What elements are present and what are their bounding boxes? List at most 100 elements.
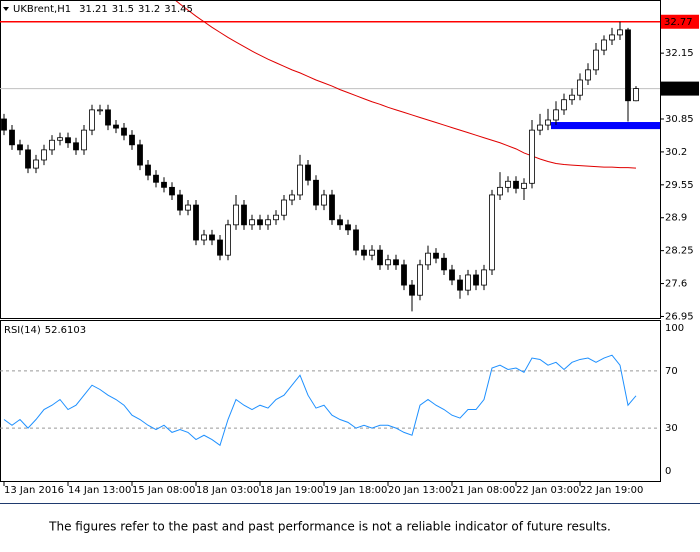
main-panel-frame bbox=[0, 0, 661, 319]
candle-body bbox=[201, 234, 207, 241]
candle-body bbox=[577, 79, 583, 96]
candle-body bbox=[593, 49, 599, 71]
candle-body bbox=[473, 274, 479, 286]
candle-body bbox=[185, 204, 191, 211]
candle-body bbox=[369, 249, 375, 256]
candle-body bbox=[193, 204, 199, 241]
candle-body bbox=[417, 264, 423, 296]
support-zone bbox=[551, 122, 660, 130]
x-tick-label: 22 Jan 19:00 bbox=[580, 485, 643, 496]
candle-body bbox=[1, 118, 7, 131]
candle-body bbox=[281, 199, 287, 216]
candle-body bbox=[97, 109, 103, 112]
candle-body bbox=[329, 194, 335, 221]
candle-body bbox=[545, 119, 551, 126]
y-tick-label: 29.55 bbox=[665, 180, 694, 191]
candle-body bbox=[513, 180, 519, 189]
candle-body bbox=[377, 249, 383, 266]
x-tick-label: 22 Jan 03:00 bbox=[516, 485, 579, 496]
y-tick-label: 100 bbox=[665, 323, 684, 334]
candle-body bbox=[441, 257, 447, 271]
candle-body bbox=[345, 224, 351, 231]
candle-body bbox=[49, 139, 55, 151]
resistance-price-label: 32.77 bbox=[664, 17, 693, 28]
x-tick-label: 19 Jan 18:00 bbox=[324, 485, 387, 496]
candle-body bbox=[89, 109, 95, 131]
candle-body bbox=[409, 284, 415, 296]
y-tick-label: 27.6 bbox=[665, 279, 687, 290]
candle-body bbox=[601, 39, 607, 51]
y-tick-label: 70 bbox=[665, 366, 678, 377]
candle-body bbox=[337, 219, 343, 226]
candle-body bbox=[465, 274, 471, 291]
header-value: 31.45 bbox=[164, 4, 193, 15]
candle-body bbox=[497, 186, 503, 196]
candle-body bbox=[481, 269, 487, 286]
candle-body bbox=[161, 181, 167, 188]
candle-body bbox=[361, 249, 367, 256]
candle-body bbox=[105, 109, 111, 126]
rsi-header-part: RSI(14) bbox=[4, 325, 41, 336]
candle-body bbox=[113, 124, 119, 129]
x-tick-label: 18 Jan 19:00 bbox=[260, 485, 323, 496]
candle-body bbox=[41, 149, 47, 161]
disclaimer: The figures refer to the past and past p… bbox=[48, 520, 611, 534]
y-tick-label: 30.2 bbox=[665, 147, 687, 158]
y-tick-label: 26.95 bbox=[665, 311, 694, 322]
candle-body bbox=[209, 234, 215, 241]
x-tick-label: 21 Jan 08:00 bbox=[452, 485, 515, 496]
moving-average bbox=[175, 1, 637, 169]
current-price-box bbox=[661, 81, 699, 96]
candle-body bbox=[537, 124, 543, 131]
rsi-header-part: 52.6103 bbox=[45, 325, 86, 336]
candle-body bbox=[321, 194, 327, 206]
y-tick-label: 30.85 bbox=[665, 114, 694, 125]
candle-body bbox=[617, 29, 623, 36]
header-value: UKBrent,H1 bbox=[13, 4, 71, 15]
candle-body bbox=[385, 259, 391, 266]
candle-body bbox=[449, 269, 455, 281]
rsi-panel-frame bbox=[0, 320, 661, 482]
candle-body bbox=[561, 99, 567, 111]
candle-body bbox=[137, 144, 143, 166]
candle-body bbox=[457, 279, 463, 291]
overlay: UKBrent,H1 31.21 31.5 31.2 31.45 26.95 27.6 28.… bbox=[0, 4, 699, 496]
candle-body bbox=[73, 142, 79, 151]
y-tick-label: 32.15 bbox=[665, 48, 694, 59]
candle-body bbox=[121, 127, 127, 136]
y-tick-label: 30 bbox=[665, 423, 678, 434]
symbol-header: UKBrent,H1 31.21 31.5 31.2 31.45 bbox=[13, 4, 193, 15]
x-tick-label: 20 Jan 13:00 bbox=[388, 485, 451, 496]
rsi-line bbox=[3, 354, 637, 447]
candle-body bbox=[633, 88, 639, 102]
x-tick-label: 18 Jan 03:00 bbox=[196, 485, 259, 496]
candle-body bbox=[257, 219, 263, 226]
candle-body bbox=[265, 219, 271, 226]
header-value: 31.21 bbox=[79, 4, 108, 15]
header-value: 31.5 bbox=[112, 4, 134, 15]
candle-body bbox=[305, 164, 311, 181]
y-tick-label: 28.25 bbox=[665, 246, 694, 257]
candle-body bbox=[81, 129, 87, 151]
main-plot bbox=[0, 1, 660, 312]
y-tick-label: 28.9 bbox=[665, 213, 687, 224]
candle-body bbox=[241, 204, 247, 226]
candle-body bbox=[353, 229, 359, 251]
candle-body bbox=[25, 149, 31, 169]
candle-body bbox=[489, 194, 495, 271]
candle-body bbox=[393, 259, 399, 266]
candle-body bbox=[17, 144, 23, 151]
x-tick-label: 14 Jan 13:00 bbox=[68, 485, 131, 496]
candle-body bbox=[33, 159, 39, 169]
candle-body bbox=[609, 34, 615, 41]
rsi-header: RSI(14) 52.6103 bbox=[4, 325, 86, 336]
candle-body bbox=[401, 264, 407, 286]
candle-body bbox=[569, 94, 575, 101]
candle-body bbox=[129, 134, 135, 146]
resistance-price-box bbox=[661, 14, 699, 29]
candle-body bbox=[177, 194, 183, 211]
x-tick-label: 15 Jan 08:00 bbox=[132, 485, 195, 496]
candle-body bbox=[57, 137, 63, 141]
candle-body bbox=[233, 204, 239, 226]
